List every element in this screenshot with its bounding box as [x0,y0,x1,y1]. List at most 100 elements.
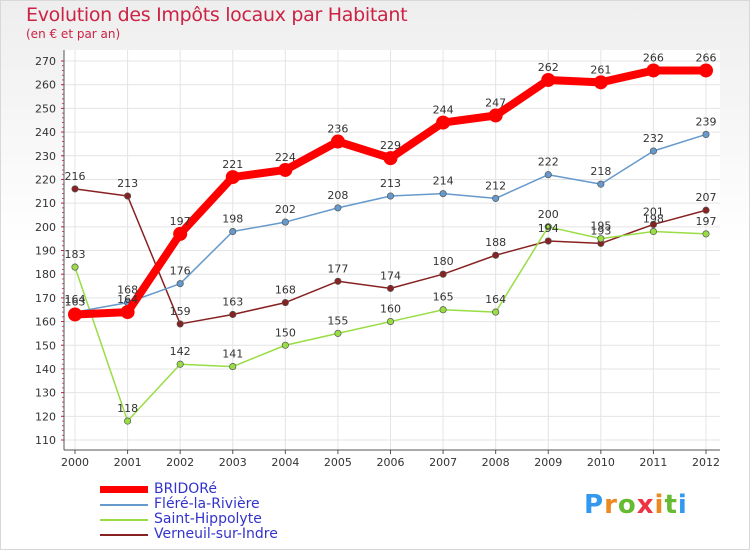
x-tick-label: 2012 [692,456,720,469]
legend-swatch [100,486,148,493]
data-point [68,307,82,322]
data-point [702,206,710,214]
y-tick-label: 110 [35,434,56,447]
data-label: 141 [222,348,243,361]
data-point [541,72,556,87]
x-tick-label: 2007 [429,456,457,469]
data-point [702,130,710,138]
data-label: 195 [590,220,611,233]
data-point [330,134,345,149]
data-label: 232 [643,132,664,145]
data-label: 194 [538,222,559,235]
data-label: 168 [117,284,138,297]
data-label: 197 [170,215,191,228]
y-tick-label: 130 [35,387,56,400]
data-label: 188 [485,236,506,249]
data-label: 261 [590,63,611,76]
x-tick-label: 2006 [377,456,405,469]
data-label: 197 [696,215,717,228]
logo-letter: i [654,490,665,520]
data-point [176,280,184,288]
x-tick-label: 2005 [324,456,352,469]
legend-label: Saint-Hippolyte [154,511,262,527]
data-label: 163 [65,295,86,308]
data-point [334,277,342,285]
data-label: 208 [327,189,348,202]
data-point [334,329,342,337]
data-label: 160 [380,303,401,316]
y-tick-label: 140 [35,363,56,376]
x-tick-label: 2004 [271,456,299,469]
data-point [386,192,395,200]
y-tick-label: 240 [35,126,56,139]
data-label: 218 [590,165,611,178]
data-label: 213 [117,177,138,190]
data-point [383,151,398,166]
y-tick-label: 210 [35,197,56,210]
logo-letter: t [664,490,678,520]
data-point [439,306,447,314]
data-point [229,228,237,236]
data-label: 193 [590,224,611,237]
data-point [699,63,713,78]
data-point [649,147,657,155]
data-point [71,185,79,193]
data-label: 224 [275,151,296,164]
data-label: 221 [222,158,243,171]
legend-label: Fléré-la-Rivière [154,496,260,512]
data-point [281,218,289,226]
data-point [492,194,500,202]
data-point [439,190,447,198]
data-point [597,180,605,188]
data-label: 150 [275,326,296,339]
y-tick-label: 160 [35,316,56,329]
data-point [597,235,605,243]
data-label: 262 [538,61,559,74]
y-tick-label: 250 [35,102,56,115]
y-tick-label: 150 [35,339,56,352]
data-label: 155 [327,314,348,327]
proxiti-logo: Proxiti [584,490,688,520]
legend-item: Saint-Hippolyte [100,511,400,528]
legend-label: BRIDORé [154,481,217,497]
data-label: 164 [65,293,86,306]
data-point [386,318,395,326]
y-tick-label: 260 [35,79,56,92]
data-label: 164 [485,293,506,306]
data-label: 266 [643,51,664,64]
y-tick-label: 270 [35,55,56,68]
data-point [124,192,132,200]
data-label: 207 [696,191,717,204]
data-point [646,63,661,78]
data-point [176,320,184,328]
legend-swatch [100,534,148,536]
legend-label: Verneuil-sur-Indre [154,526,278,542]
chart-title: Evolution des Impôts locaux par Habitant [26,4,408,26]
data-point [544,171,552,179]
y-tick-label: 170 [35,292,56,305]
y-tick-label: 120 [35,410,56,423]
x-tick-label: 2002 [166,456,194,469]
logo-letter: o [617,490,637,520]
data-label: 176 [170,265,191,278]
data-label: 212 [485,179,506,192]
legend-item: BRIDORé [100,481,400,498]
data-label: 229 [380,139,401,152]
logo-letter: P [584,490,605,520]
data-label: 222 [538,156,559,169]
data-point [176,360,184,368]
chart-subtitle: (en € et par an) [26,27,121,41]
legend-swatch [100,504,148,506]
data-label: 180 [433,255,454,268]
x-tick-label: 2003 [219,456,247,469]
x-tick-label: 2008 [482,456,510,469]
data-point [544,237,552,245]
data-point [649,220,657,228]
logo-letter: r [604,490,618,520]
data-label: 177 [327,262,348,275]
data-label: 239 [696,115,717,128]
logo-letter: x [636,490,655,520]
data-point [436,115,451,130]
data-label: 244 [433,104,454,117]
